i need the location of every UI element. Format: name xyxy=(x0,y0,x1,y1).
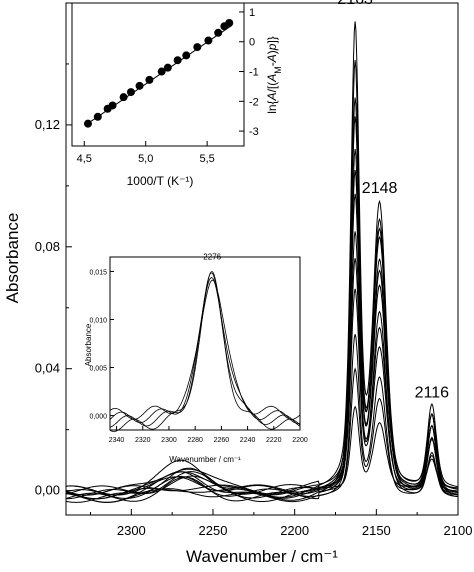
band-2276-x-tick-label: 2200 xyxy=(292,437,308,444)
vant-hoff-point xyxy=(182,51,191,60)
vant-hoff-y-tick-label: 1 xyxy=(249,7,255,19)
main-x-tick-label: 2100 xyxy=(444,523,473,538)
band-2276-x-tick-label: 2260 xyxy=(214,437,230,444)
band-2276-series-line xyxy=(109,271,301,432)
vant-hoff-x-tick-label: 4,5 xyxy=(77,153,92,165)
vant-hoff-point xyxy=(163,63,172,72)
band-2276-series-line xyxy=(109,272,301,428)
vant-hoff-inset-frame xyxy=(71,2,245,147)
vant-hoff-y-tick-label: 0 xyxy=(249,37,255,49)
main-y-tick-label: 0,12 xyxy=(35,117,60,132)
band-2276-inset: 2340 2320 2300 2280 2260 2240 2220 2200 0,0000,… xyxy=(84,253,308,464)
vant-hoff-point xyxy=(119,93,128,102)
main-series-line xyxy=(65,149,458,503)
vant-hoff-x-tick-label: 5,0 xyxy=(138,153,153,165)
main-series-line xyxy=(65,231,459,502)
vant-hoff-point xyxy=(214,28,223,37)
band-2276-y-tick-label: 0,010 xyxy=(89,317,107,324)
vant-hoff-point xyxy=(83,119,92,128)
main-y-tick-label: 0,04 xyxy=(35,361,60,376)
band-2276-y-ticks: 0,000 0,005 0,010 0,015 xyxy=(89,269,114,421)
vant-hoff-y-axis-title: ln{A/[(AM-A)p]} xyxy=(265,36,283,114)
band-2276-x-tick-label: 2280 xyxy=(187,437,203,444)
band-2276-series-group xyxy=(109,271,301,432)
peak-label: 2116 xyxy=(415,384,450,401)
main-series-line xyxy=(65,60,459,503)
peak-label: 2148 xyxy=(362,180,398,197)
band-2276-y-tick-label: 0,000 xyxy=(89,414,107,421)
band-2276-series-line xyxy=(109,279,301,420)
vant-hoff-x-ticks: 4,5 5,0 5,5 xyxy=(77,141,215,165)
vant-hoff-points xyxy=(83,18,234,128)
vant-hoff-point xyxy=(173,56,182,65)
main-peak-labels: 2163 2148 2116 xyxy=(337,0,449,401)
vant-hoff-point xyxy=(135,81,144,90)
main-plot-frame xyxy=(65,2,459,516)
vant-hoff-point xyxy=(204,36,213,45)
main-spectra-plot: 2300 2250 2200 2150 2100 0,00 0,04 0,08 0,12 21… xyxy=(3,0,472,566)
band-2276-x-tick-label: 2240 xyxy=(240,437,256,444)
main-x-tick-label: 2250 xyxy=(199,523,228,538)
main-y-ticks: 0,00 0,04 0,08 0,12 xyxy=(35,63,72,498)
vant-hoff-point xyxy=(225,18,234,27)
vant-hoff-y-tick-label: -1 xyxy=(249,67,259,79)
vant-hoff-point xyxy=(193,43,202,52)
vant-hoff-point xyxy=(93,112,102,121)
main-y-tick-label: 0,08 xyxy=(35,239,60,254)
main-x-tick-label: 2200 xyxy=(280,523,309,538)
band-2276-peak-label: 2276 xyxy=(203,253,221,262)
peak-label: 2163 xyxy=(337,0,373,8)
band-2276-inset-frame xyxy=(109,256,301,431)
vant-hoff-point xyxy=(145,75,154,84)
vant-hoff-point xyxy=(157,67,166,76)
band-2276-y-axis-title: Absorbance xyxy=(84,323,93,366)
main-x-ticks: 2300 2250 2200 2150 2100 xyxy=(90,509,473,538)
vant-hoff-x-tick-label: 5,5 xyxy=(199,153,214,165)
main-series-line xyxy=(65,21,459,496)
band-2276-y-tick-label: 0,015 xyxy=(89,269,107,276)
vant-hoff-y-ticks: -3 -2 -1 0 1 xyxy=(239,7,259,138)
band-2276-x-tick-label: 2340 xyxy=(109,437,125,444)
vant-hoff-y-tick-label: -2 xyxy=(249,96,259,108)
vant-hoff-x-axis-title: 1000/T (K⁻¹) xyxy=(127,174,194,188)
main-x-axis-title: Wavenumber / cm⁻¹ xyxy=(186,547,338,566)
main-y-tick-label: 0,00 xyxy=(35,483,60,498)
vant-hoff-y-tick-label: -3 xyxy=(249,126,259,138)
main-x-tick-label: 2150 xyxy=(362,523,391,538)
band-2276-x-axis-title: Wavenumber / cm⁻¹ xyxy=(169,455,241,464)
band-2276-x-tick-label: 2300 xyxy=(161,437,177,444)
main-series-group xyxy=(65,21,459,503)
band-2276-x-tick-label: 2320 xyxy=(135,437,151,444)
vant-hoff-point xyxy=(108,101,117,110)
vant-hoff-inset: 4,5 5,0 5,5 -3 -2 -1 0 1 1000/T (K⁻¹) ln{A/[(A… xyxy=(71,2,283,188)
main-y-axis-title: Absorbance xyxy=(3,213,22,304)
band-2276-y-tick-label: 0,005 xyxy=(89,366,107,373)
band-2276-x-ticks: 2340 2320 2300 2280 2260 2240 2220 2200 xyxy=(109,426,308,444)
main-x-tick-label: 2300 xyxy=(117,523,146,538)
band-2276-x-tick-label: 2220 xyxy=(266,437,282,444)
vant-hoff-point xyxy=(126,88,135,97)
